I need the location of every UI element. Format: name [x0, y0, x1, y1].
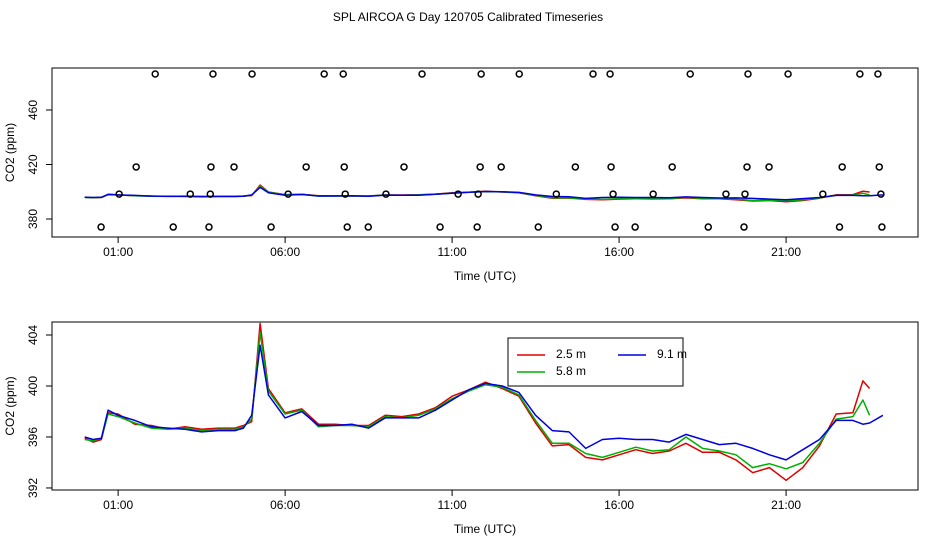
data-point: [606, 70, 614, 78]
data-point: [875, 163, 884, 171]
x-tick-label: 06:00: [270, 498, 300, 512]
legend-label: 5.8 m: [556, 364, 586, 378]
data-point: [740, 223, 748, 231]
data-point: [169, 223, 177, 231]
data-point: [97, 223, 105, 231]
data-line: [84, 322, 871, 482]
data-point: [571, 163, 580, 171]
data-point: [743, 163, 751, 171]
data-line: [84, 184, 870, 203]
data-point: [382, 190, 390, 198]
data-point: [454, 190, 462, 198]
x-tick-label: 16:00: [604, 245, 634, 259]
data-point: [819, 190, 827, 198]
data-point: [704, 223, 713, 231]
data-point: [115, 190, 123, 198]
data-point: [877, 190, 885, 198]
x-tick-label: 01:00: [103, 245, 133, 259]
data-point: [668, 163, 676, 171]
data-point: [784, 70, 792, 78]
y-tick-label: 400: [26, 376, 40, 396]
y-axis-label: CO2 (ppm): [3, 376, 17, 435]
data-point: [207, 163, 215, 171]
data-point: [473, 223, 481, 231]
data-point: [722, 190, 730, 198]
data-point: [838, 163, 846, 171]
data-point: [835, 223, 844, 231]
data-point: [589, 70, 597, 78]
x-tick-label: 01:00: [103, 498, 133, 512]
y-tick-label: 396: [26, 427, 40, 447]
data-point: [341, 190, 349, 198]
data-line: [84, 344, 884, 461]
data-point: [284, 190, 292, 198]
data-point: [609, 190, 617, 198]
data-point: [302, 163, 310, 171]
data-point: [209, 70, 217, 78]
x-tick-label: 06:00: [270, 245, 300, 259]
data-point: [320, 70, 328, 78]
x-axis-label: Time (UTC): [454, 522, 516, 536]
y-axis-label: CO2 (ppm): [3, 123, 17, 182]
y-tick-label: 404: [26, 325, 40, 345]
legend-box: [507, 337, 684, 387]
y-tick-label: 392: [26, 478, 40, 498]
data-point: [607, 163, 615, 171]
data-point: [515, 70, 523, 78]
data-point: [534, 223, 543, 231]
legend-label: 9.1 m: [657, 347, 687, 361]
data-point: [339, 70, 347, 78]
data-point: [856, 70, 864, 78]
data-point: [364, 223, 373, 231]
data-point: [132, 163, 140, 171]
data-point: [267, 223, 275, 231]
data-point: [474, 190, 482, 198]
y-tick-label: 380: [26, 209, 40, 229]
plot-frame: [51, 67, 919, 238]
data-point: [343, 223, 351, 231]
y-tick-label: 420: [26, 154, 40, 174]
data-point: [205, 223, 213, 231]
legend-label: 2.5 m: [556, 347, 586, 361]
data-point: [878, 223, 886, 231]
data-point: [400, 163, 408, 171]
figure-title: SPL AIRCOA G Day 120705 Calibrated Times…: [333, 10, 603, 24]
data-point: [186, 190, 195, 198]
data-point: [765, 163, 773, 171]
data-point: [741, 190, 749, 198]
data-point: [631, 223, 639, 231]
data-point: [436, 223, 444, 231]
data-line: [84, 186, 883, 201]
data-point: [206, 190, 215, 198]
data-point: [874, 70, 882, 78]
x-tick-label: 16:00: [604, 498, 634, 512]
x-tick-label: 21:00: [771, 245, 801, 259]
x-tick-label: 11:00: [438, 498, 467, 512]
x-axis-label: Time (UTC): [454, 269, 516, 283]
data-line: [84, 331, 871, 470]
y-tick-label: 460: [26, 100, 40, 120]
data-point: [477, 70, 485, 78]
data-point: [611, 223, 619, 231]
data-point: [418, 70, 426, 78]
data-point: [340, 163, 348, 171]
data-point: [686, 70, 694, 78]
data-point: [230, 163, 238, 171]
data-point: [552, 190, 561, 198]
data-point: [497, 163, 505, 171]
data-point: [476, 163, 484, 171]
x-tick-label: 11:00: [438, 245, 467, 259]
data-point: [248, 70, 256, 78]
plot-frame: [51, 321, 919, 491]
data-point: [744, 70, 752, 78]
data-point: [649, 190, 657, 198]
x-tick-label: 21:00: [771, 498, 801, 512]
data-point: [151, 70, 159, 78]
